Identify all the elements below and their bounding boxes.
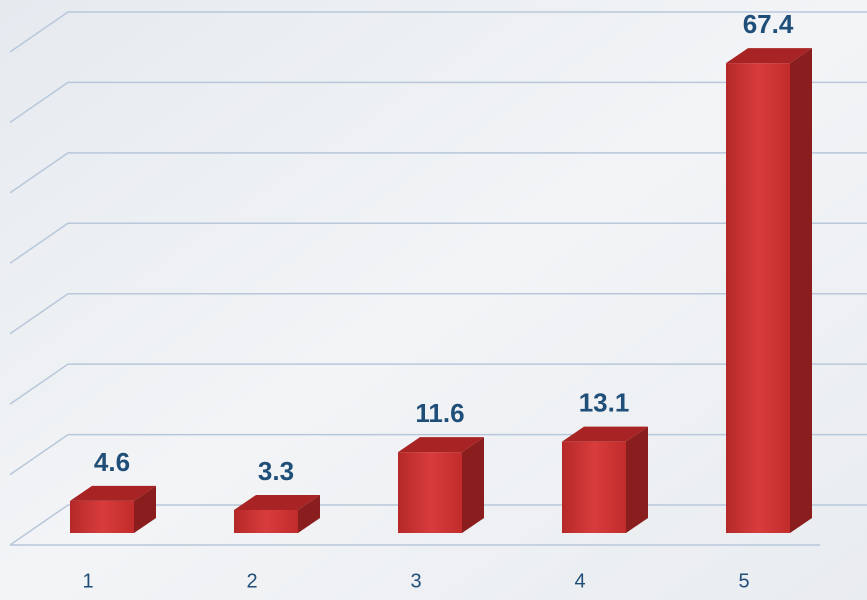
grid-line (9, 363, 867, 405)
data-label: 13.1 (579, 388, 630, 418)
x-tick-label: 5 (738, 570, 749, 592)
bar (562, 441, 626, 533)
grid-line (9, 11, 867, 53)
data-label: 4.6 (94, 447, 130, 477)
bar (234, 509, 298, 533)
x-tick-label: 1 (82, 570, 93, 592)
bar-side (134, 485, 156, 533)
bar-side (298, 494, 320, 533)
bar-top (562, 426, 648, 442)
x-tick-label: 2 (246, 570, 257, 592)
data-label: 11.6 (415, 398, 464, 428)
data-label: 67.4 (743, 9, 794, 39)
grid-line (9, 152, 867, 194)
grid-line (9, 222, 867, 264)
x-tick-label: 3 (410, 570, 421, 592)
bar-top (70, 485, 156, 501)
bar-side (790, 48, 812, 534)
bar (726, 63, 790, 534)
bar-side (626, 426, 648, 533)
bar-top (398, 437, 484, 453)
x-tick-label: 4 (574, 570, 585, 592)
bar-top (234, 494, 320, 510)
bar (398, 452, 462, 533)
bar-top (726, 48, 812, 64)
bar-side (462, 437, 484, 533)
data-label: 3.3 (258, 456, 294, 486)
bar (70, 500, 134, 533)
grid-line (9, 81, 867, 124)
grid-line (9, 292, 867, 335)
